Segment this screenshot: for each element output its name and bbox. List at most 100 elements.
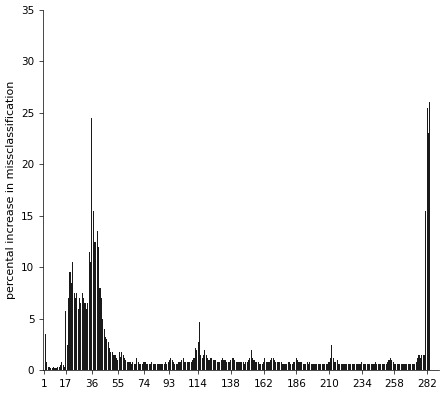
Bar	[149, 364, 150, 371]
Bar	[384, 364, 385, 371]
Bar	[121, 352, 122, 371]
Bar	[304, 364, 305, 371]
Bar	[229, 362, 230, 371]
Bar	[345, 364, 346, 371]
Bar	[354, 364, 356, 371]
Bar	[161, 364, 162, 371]
Bar	[199, 322, 200, 371]
Bar	[166, 364, 167, 371]
Bar	[157, 364, 158, 371]
Bar	[380, 364, 381, 371]
Bar	[243, 362, 244, 371]
Bar	[249, 358, 251, 371]
Bar	[300, 362, 301, 371]
Bar	[291, 364, 293, 371]
Bar	[215, 360, 216, 371]
Bar	[162, 364, 163, 371]
Bar	[221, 360, 222, 371]
Bar	[53, 367, 54, 371]
Bar	[142, 364, 143, 371]
Bar	[217, 362, 218, 371]
Bar	[57, 367, 58, 371]
Bar	[383, 364, 384, 371]
Bar	[364, 364, 365, 371]
Bar	[262, 364, 263, 371]
Bar	[56, 369, 57, 371]
Bar	[170, 358, 171, 371]
Bar	[95, 241, 97, 371]
Bar	[283, 364, 284, 371]
Bar	[112, 352, 113, 371]
Bar	[308, 364, 309, 371]
Bar	[147, 364, 148, 371]
Bar	[129, 362, 130, 371]
Bar	[213, 360, 214, 371]
Bar	[153, 364, 154, 371]
Bar	[296, 358, 297, 371]
Bar	[227, 362, 229, 371]
Bar	[375, 362, 376, 371]
Bar	[236, 362, 237, 371]
Bar	[187, 362, 188, 371]
Bar	[132, 362, 133, 371]
Bar	[259, 364, 260, 371]
Bar	[214, 360, 215, 371]
Bar	[123, 355, 124, 371]
Bar	[349, 364, 350, 371]
Bar	[410, 364, 411, 371]
Bar	[409, 364, 410, 371]
Bar	[154, 364, 155, 371]
Bar	[104, 329, 105, 371]
Bar	[116, 358, 117, 371]
Bar	[307, 362, 308, 371]
Bar	[361, 362, 362, 371]
Bar	[416, 362, 417, 371]
Bar	[168, 362, 169, 371]
Bar	[173, 362, 174, 371]
Bar	[282, 364, 283, 371]
Bar	[341, 364, 342, 371]
Bar	[87, 303, 88, 371]
Bar	[191, 362, 192, 371]
Bar	[63, 365, 64, 371]
Bar	[163, 364, 165, 371]
Bar	[82, 293, 83, 371]
Bar	[83, 298, 84, 371]
Bar	[363, 364, 364, 371]
Bar	[244, 364, 245, 371]
Bar	[368, 364, 369, 371]
Bar	[270, 360, 271, 371]
Bar	[178, 362, 180, 371]
Bar	[338, 364, 339, 371]
Bar	[180, 362, 181, 371]
Bar	[49, 367, 50, 371]
Bar	[67, 345, 68, 371]
Bar	[102, 319, 103, 371]
Bar	[158, 364, 159, 371]
Bar	[195, 348, 196, 371]
Bar	[124, 358, 125, 371]
Bar	[177, 364, 178, 371]
Bar	[169, 360, 170, 371]
Bar	[360, 364, 361, 371]
Bar	[176, 364, 177, 371]
Bar	[408, 364, 409, 371]
Bar	[427, 107, 428, 371]
Bar	[118, 352, 120, 371]
Bar	[258, 362, 259, 371]
Bar	[313, 364, 315, 371]
Bar	[155, 364, 156, 371]
Bar	[318, 364, 319, 371]
Bar	[210, 358, 211, 371]
Bar	[86, 308, 87, 371]
Bar	[311, 364, 312, 371]
Bar	[373, 364, 375, 371]
Bar	[127, 362, 128, 371]
Bar	[209, 360, 210, 371]
Bar	[387, 362, 388, 371]
Bar	[211, 358, 212, 371]
Bar	[273, 358, 274, 371]
Bar	[218, 362, 219, 371]
Bar	[260, 364, 261, 371]
Bar	[277, 362, 278, 371]
